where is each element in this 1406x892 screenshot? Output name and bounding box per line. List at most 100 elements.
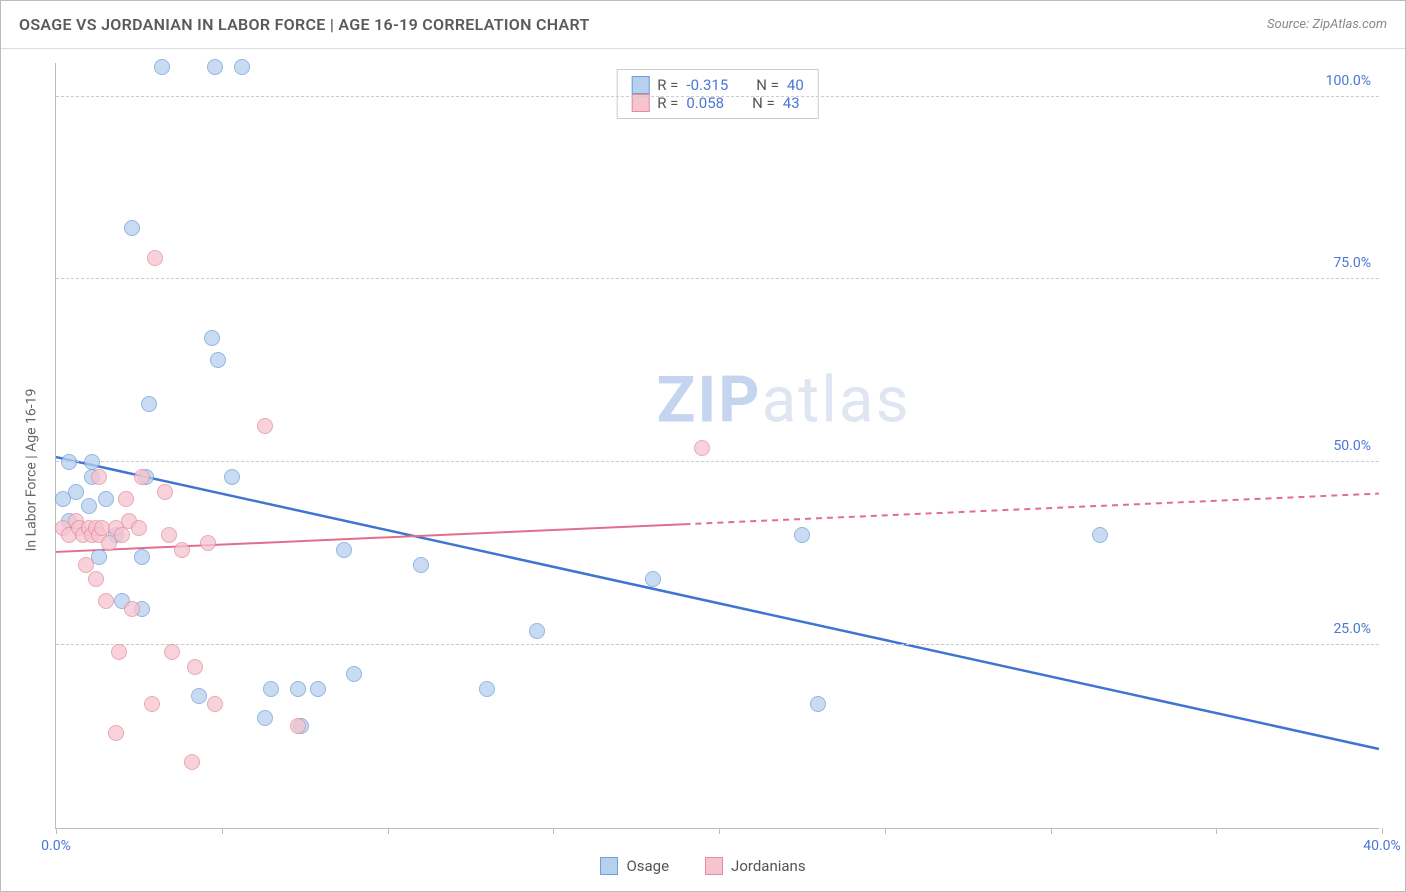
trend-line <box>56 524 684 552</box>
chart-frame: OSAGE VS JORDANIAN IN LABOR FORCE | AGE … <box>0 0 1406 892</box>
gridline <box>56 644 1379 645</box>
data-point <box>479 681 495 697</box>
watermark: ZIPatlas <box>657 362 911 437</box>
data-point <box>310 681 326 697</box>
data-point <box>200 535 216 551</box>
data-point <box>263 681 279 697</box>
trend-lines <box>56 63 1379 829</box>
data-point <box>257 710 273 726</box>
data-point <box>157 484 173 500</box>
data-point <box>257 418 273 434</box>
data-point <box>346 666 362 682</box>
data-point <box>131 520 147 536</box>
legend-item: Osage <box>600 857 669 875</box>
data-point <box>290 681 306 697</box>
chart-title: OSAGE VS JORDANIAN IN LABOR FORCE | AGE … <box>19 15 590 34</box>
x-tick-mark <box>1216 828 1217 834</box>
legend-swatch <box>631 76 649 94</box>
data-point <box>191 688 207 704</box>
data-point <box>207 696 223 712</box>
corr-legend-row: R = 0.058 N = 43 <box>631 94 804 112</box>
data-point <box>529 623 545 639</box>
data-point <box>88 571 104 587</box>
series-legend: Osage Jordanians <box>1 857 1405 879</box>
data-point <box>161 527 177 543</box>
data-point <box>84 454 100 470</box>
gridline <box>56 278 1379 279</box>
data-point <box>290 718 306 734</box>
x-tick-mark <box>1382 828 1383 834</box>
legend-label: Osage <box>626 857 669 875</box>
y-tick-label: 50.0% <box>1333 438 1371 454</box>
data-point <box>98 491 114 507</box>
data-point <box>694 440 710 456</box>
header-bar: OSAGE VS JORDANIAN IN LABOR FORCE | AGE … <box>1 1 1405 49</box>
gridline <box>56 461 1379 462</box>
data-point <box>174 542 190 558</box>
data-point <box>118 491 134 507</box>
x-tick-mark <box>1051 828 1052 834</box>
x-tick-mark <box>56 828 57 834</box>
data-point <box>68 484 84 500</box>
r-label: R = <box>657 76 678 94</box>
data-point <box>91 469 107 485</box>
legend-item: Jordanians <box>705 857 806 875</box>
data-point <box>187 659 203 675</box>
data-point <box>141 396 157 412</box>
n-label: N = <box>752 94 775 112</box>
data-point <box>207 59 223 75</box>
data-point <box>164 644 180 660</box>
data-point <box>224 469 240 485</box>
n-value: 40 <box>787 76 804 94</box>
y-tick-label: 75.0% <box>1333 255 1371 271</box>
legend-swatch <box>631 94 649 112</box>
x-tick-label: 40.0% <box>1363 838 1401 854</box>
data-point <box>645 571 661 587</box>
data-point <box>114 527 130 543</box>
data-point <box>124 220 140 236</box>
data-point <box>210 352 226 368</box>
corr-legend-row: R = -0.315 N = 40 <box>631 76 804 94</box>
trend-line-dashed <box>684 494 1379 525</box>
n-label: N = <box>756 76 779 94</box>
n-value: 43 <box>783 94 800 112</box>
correlation-legend: R =-0.315N =40R =0.058N =43 <box>616 69 819 119</box>
plot-area: In Labor Force | Age 16-19 ZIPatlas R =-… <box>1 49 1405 891</box>
x-tick-mark <box>553 828 554 834</box>
data-point <box>81 498 97 514</box>
data-point <box>134 469 150 485</box>
y-axis-label: In Labor Force | Age 16-19 <box>23 389 39 552</box>
data-point <box>204 330 220 346</box>
data-point <box>108 725 124 741</box>
data-point <box>124 601 140 617</box>
data-point <box>78 557 94 573</box>
y-tick-label: 25.0% <box>1333 621 1371 637</box>
x-tick-label: 0.0% <box>41 838 71 854</box>
scatter-chart: ZIPatlas R =-0.315N =40R =0.058N =43 25.… <box>55 63 1379 829</box>
data-point <box>413 557 429 573</box>
legend-swatch <box>705 857 723 875</box>
data-point <box>98 593 114 609</box>
legend-label: Jordanians <box>731 857 806 875</box>
data-point <box>61 454 77 470</box>
x-tick-mark <box>222 828 223 834</box>
data-point <box>794 527 810 543</box>
r-value: 0.058 <box>686 94 724 112</box>
data-point <box>336 542 352 558</box>
gridline <box>56 96 1379 97</box>
data-point <box>234 59 250 75</box>
r-label: R = <box>657 94 678 112</box>
x-tick-mark <box>885 828 886 834</box>
legend-swatch <box>600 857 618 875</box>
trend-line <box>56 457 1379 749</box>
data-point <box>810 696 826 712</box>
x-tick-mark <box>388 828 389 834</box>
data-point <box>184 754 200 770</box>
x-tick-mark <box>719 828 720 834</box>
r-value: -0.315 <box>686 76 728 94</box>
data-point <box>111 644 127 660</box>
data-point <box>144 696 160 712</box>
data-point <box>154 59 170 75</box>
data-point <box>1092 527 1108 543</box>
data-point <box>134 549 150 565</box>
